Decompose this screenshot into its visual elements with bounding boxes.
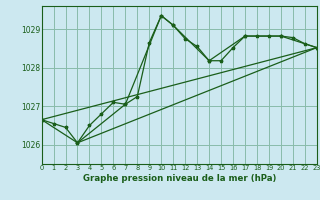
X-axis label: Graphe pression niveau de la mer (hPa): Graphe pression niveau de la mer (hPa)	[83, 174, 276, 183]
